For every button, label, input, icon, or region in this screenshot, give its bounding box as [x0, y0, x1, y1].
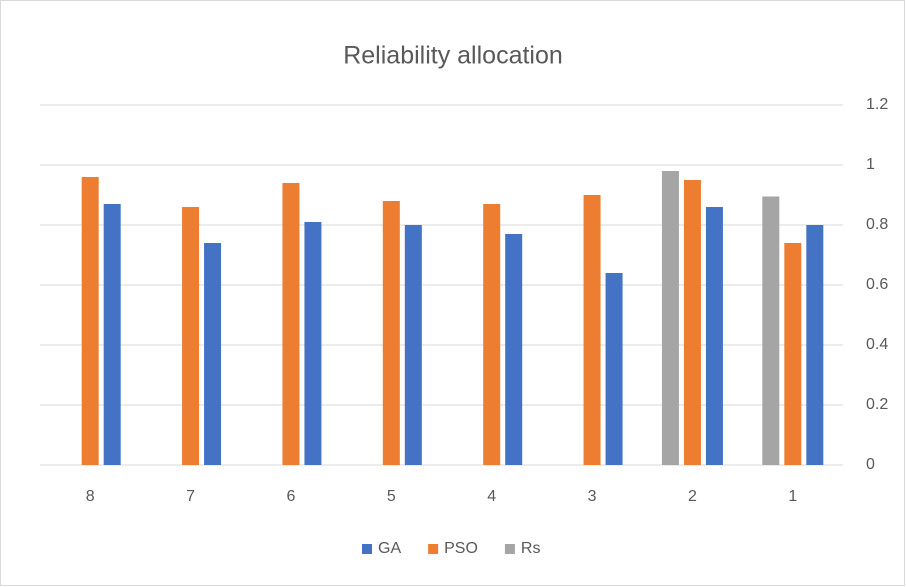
bar — [182, 207, 200, 465]
bar — [505, 234, 523, 465]
bar — [784, 243, 802, 465]
y-tick-label: 0.4 — [866, 336, 888, 353]
legend-label: Rs — [521, 540, 541, 557]
legend-label: PSO — [444, 540, 478, 557]
legend-swatch — [428, 544, 439, 554]
bar — [683, 180, 701, 465]
x-tick-label: 3 — [588, 488, 597, 505]
bar — [583, 195, 601, 465]
y-tick-label: 1 — [866, 156, 875, 173]
bar — [204, 243, 222, 465]
y-tick-label: 0 — [866, 456, 875, 473]
y-tick-label: 1.2 — [866, 96, 888, 113]
bar — [762, 196, 780, 465]
x-tick-label: 5 — [387, 488, 396, 505]
bar — [661, 171, 679, 465]
bar — [806, 225, 824, 465]
x-tick-label: 7 — [186, 488, 195, 505]
bar — [304, 222, 322, 465]
chart-title: Reliability allocation — [343, 42, 563, 70]
bar — [282, 183, 300, 465]
x-tick-label: 8 — [86, 488, 95, 505]
bar — [605, 273, 623, 465]
bar — [483, 204, 501, 465]
x-tick-label: 2 — [688, 488, 697, 505]
legend-swatch — [362, 544, 372, 554]
x-tick-label: 1 — [788, 488, 797, 505]
x-tick-label: 4 — [487, 488, 496, 505]
legend-label: GA — [378, 540, 401, 557]
bar — [705, 207, 723, 465]
x-tick-label: 6 — [286, 488, 295, 505]
y-tick-label: 0.8 — [866, 216, 888, 233]
y-tick-label: 0.2 — [866, 396, 888, 413]
bar — [382, 201, 400, 465]
y-tick-label: 0.6 — [866, 276, 888, 293]
legend-swatch — [504, 544, 515, 554]
bar — [103, 204, 121, 465]
bar — [404, 225, 422, 465]
bar — [81, 177, 99, 465]
